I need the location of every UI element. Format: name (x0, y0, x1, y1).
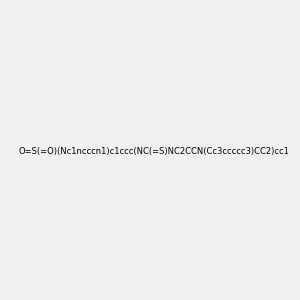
Text: O=S(=O)(Nc1ncccn1)c1ccc(NC(=S)NC2CCN(Cc3ccccc3)CC2)cc1: O=S(=O)(Nc1ncccn1)c1ccc(NC(=S)NC2CCN(Cc3… (18, 147, 289, 156)
